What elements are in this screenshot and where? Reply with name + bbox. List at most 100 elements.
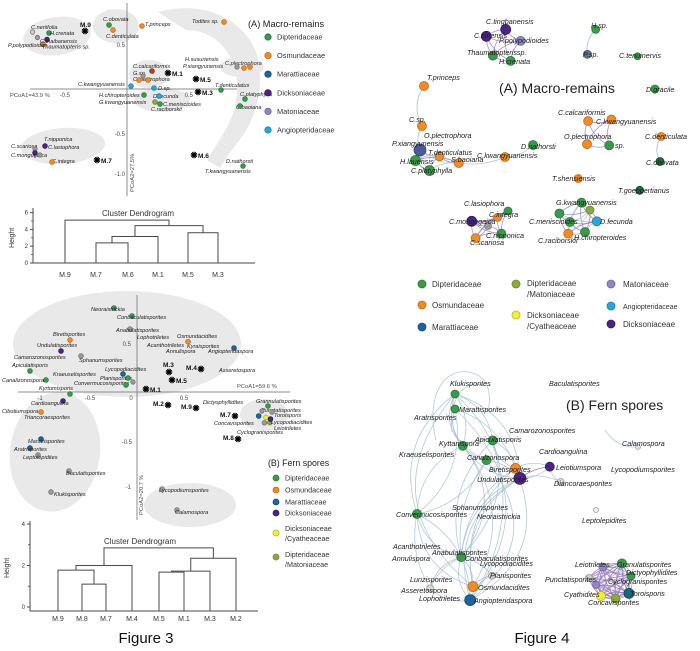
svg-text:T.denticulatus: T.denticulatus — [215, 83, 250, 89]
svg-text:Sphanumsporites: Sphanumsporites — [79, 358, 123, 364]
svg-text:Camarozonosporites: Camarozonosporites — [14, 355, 66, 361]
svg-text:Thaumatopterissp.: Thaumatopterissp. — [467, 48, 527, 57]
svg-text:Cyclogranisporites: Cyclogranisporites — [608, 577, 668, 586]
svg-text:C.nipponica: C.nipponica — [486, 231, 524, 240]
svg-text:Lunzisporites: Lunzisporites — [410, 575, 453, 584]
svg-text:C.denticulata: C.denticulata — [106, 34, 139, 40]
svg-text:M.7: M.7 — [100, 616, 112, 623]
svg-text:Punctatisporites: Punctatisporites — [545, 575, 597, 584]
svg-text:Klukisporites: Klukisporites — [54, 492, 86, 498]
svg-text:M.9: M.9 — [181, 404, 192, 411]
svg-text:C.platyphylla: C.platyphylla — [240, 92, 272, 98]
svg-text:P.polypodioides: P.polypodioides — [499, 36, 549, 45]
svg-text:Todites sp.: Todites sp. — [192, 19, 219, 25]
svg-text:Concavisporites: Concavisporites — [214, 421, 254, 427]
svg-text:M.5: M.5 — [153, 616, 165, 623]
svg-text:Apiculatisporis: Apiculatisporis — [474, 435, 522, 444]
svg-text:Height: Height — [9, 228, 16, 248]
svg-text:P.xiangyunensis: P.xiangyunensis — [392, 139, 444, 148]
svg-text:Granulatisporites: Granulatisporites — [617, 560, 672, 569]
svg-text:Marattisporites: Marattisporites — [28, 439, 65, 445]
svg-text:C.raciborskii: C.raciborskii — [151, 107, 183, 113]
svg-text:Anabulatisporites: Anabulatisporites — [431, 548, 488, 557]
svg-text:M.7: M.7 — [90, 272, 102, 279]
svg-text:-1: -1 — [37, 396, 43, 402]
svg-text:Angiopteridaspora: Angiopteridaspora — [207, 349, 253, 355]
svg-text:C.obovata: C.obovata — [646, 158, 679, 167]
svg-text:M.9: M.9 — [59, 272, 71, 279]
svg-text:M.1: M.1 — [178, 616, 190, 623]
svg-text:0: 0 — [129, 396, 133, 402]
svg-text:Lophotriletes: Lophotriletes — [419, 594, 461, 603]
svg-text:Leiotiumspora: Leiotiumspora — [556, 463, 601, 472]
svg-text:Triancoraesporites: Triancoraesporites — [24, 415, 70, 421]
svg-text:M.4: M.4 — [186, 365, 197, 372]
svg-text:M.8: M.8 — [76, 616, 88, 623]
svg-text:M.4: M.4 — [126, 616, 138, 623]
svg-text:Lophotriletes: Lophotriletes — [137, 335, 169, 341]
svg-text:Diancoraesporites: Diancoraesporites — [554, 479, 612, 488]
svg-text:Osmundacidites: Osmundacidites — [177, 334, 217, 340]
svg-text:C.kwangyuanensis: C.kwangyuanensis — [477, 151, 538, 160]
svg-text:/Cyatheaceae: /Cyatheaceae — [285, 534, 329, 543]
svg-text:(A) Macro-remains: (A) Macro-remains — [499, 80, 615, 96]
svg-text:P.sp.: P.sp. — [583, 50, 598, 59]
svg-text:/Matoniaceae: /Matoniaceae — [527, 290, 576, 299]
svg-text:Dipteridaceae: Dipteridaceae — [432, 280, 482, 289]
svg-text:C.platyphylla: C.platyphylla — [411, 166, 452, 175]
svg-text:Figure 3: Figure 3 — [118, 630, 173, 647]
svg-text:Dicksoniaceae: Dicksoniaceae — [623, 320, 676, 329]
svg-text:-1: -1 — [126, 485, 132, 491]
svg-text:/Cyatheaceae: /Cyatheaceae — [527, 322, 577, 331]
svg-text:C.meniscioides: C.meniscioides — [163, 102, 201, 108]
svg-text:Dictyophyllidites: Dictyophyllidites — [203, 400, 243, 406]
svg-text:Kraeuselisporites: Kraeuselisporites — [399, 450, 455, 459]
svg-text:C.denticulata: C.denticulata — [645, 132, 687, 141]
svg-text:Thaumatopteris sp.: Thaumatopteris sp. — [42, 45, 90, 51]
svg-text:C.baoiana: C.baoiana — [236, 105, 262, 111]
svg-text:M.9: M.9 — [52, 616, 64, 623]
svg-text:0.5: 0.5 — [185, 93, 194, 99]
svg-text:sp.: sp. — [615, 141, 625, 150]
svg-text:Anabulatisporites: Anabulatisporites — [115, 328, 159, 334]
svg-text:Planisporites: Planisporites — [100, 376, 132, 382]
svg-text:0.5: 0.5 — [117, 43, 126, 49]
svg-text:Lycopodiacidites: Lycopodiacidites — [271, 420, 312, 426]
svg-text:Toroisporis: Toroisporis — [630, 589, 665, 598]
svg-text:Biretisporites: Biretisporites — [53, 332, 86, 338]
svg-text:H.crenata: H.crenata — [50, 31, 74, 37]
svg-text:Kyttanispora: Kyttanispora — [439, 439, 479, 448]
svg-text:T.shensiensis: T.shensiensis — [552, 174, 596, 183]
svg-text:C.tingbanensis: C.tingbanensis — [486, 17, 534, 26]
svg-text:Marattisporites: Marattisporites — [459, 405, 507, 414]
svg-text:C.mongugaica: C.mongugaica — [11, 153, 47, 159]
svg-text:Dictyophyllidites: Dictyophyllidites — [626, 568, 678, 577]
svg-text:0.5: 0.5 — [180, 396, 189, 402]
svg-text:Cyathidites: Cyathidites — [564, 590, 600, 599]
svg-text:M.2: M.2 — [230, 616, 242, 623]
svg-text:Height: Height — [4, 558, 11, 578]
svg-text:M.1: M.1 — [172, 71, 183, 78]
svg-text:Lycopodiumsporites: Lycopodiumsporites — [611, 465, 675, 474]
svg-text:Angiopteridaspora: Angiopteridaspora — [473, 596, 532, 605]
svg-text:Camarozonosporites: Camarozonosporites — [509, 426, 576, 435]
svg-text:Convermucosisporites: Convermucosisporites — [74, 381, 130, 387]
svg-text:Matoniaceae: Matoniaceae — [277, 107, 319, 116]
svg-text:Leptolepidites: Leptolepidites — [582, 516, 627, 525]
svg-text:Cluster Dendrogram: Cluster Dendrogram — [102, 209, 174, 218]
svg-text:C.integra: C.integra — [52, 159, 75, 165]
svg-text:Dipteridaceae: Dipteridaceae — [277, 33, 323, 42]
svg-text:Annulispora: Annulispora — [165, 349, 196, 355]
svg-text:PCoA2=20.7 %: PCoA2=20.7 % — [139, 475, 145, 515]
svg-text:T.goeppertianus: T.goeppertianus — [618, 186, 670, 195]
svg-text:Lycopodiacidites: Lycopodiacidites — [480, 559, 533, 568]
svg-text:T.denticulatus: T.denticulatus — [428, 148, 472, 157]
svg-text:M.6: M.6 — [122, 272, 134, 279]
svg-text:-1.0: -1.0 — [115, 172, 126, 178]
svg-text:Apiculatisporis: Apiculatisporis — [11, 363, 48, 369]
svg-text:Dicksoniaceae: Dicksoniaceae — [285, 524, 332, 533]
svg-text:Canalizonospora: Canalizonospora — [2, 378, 44, 384]
svg-text:Dipteridaceae: Dipteridaceae — [285, 550, 329, 559]
svg-text:Acanthotriletes: Acanthotriletes — [392, 542, 441, 551]
svg-text:M.6: M.6 — [198, 153, 209, 160]
